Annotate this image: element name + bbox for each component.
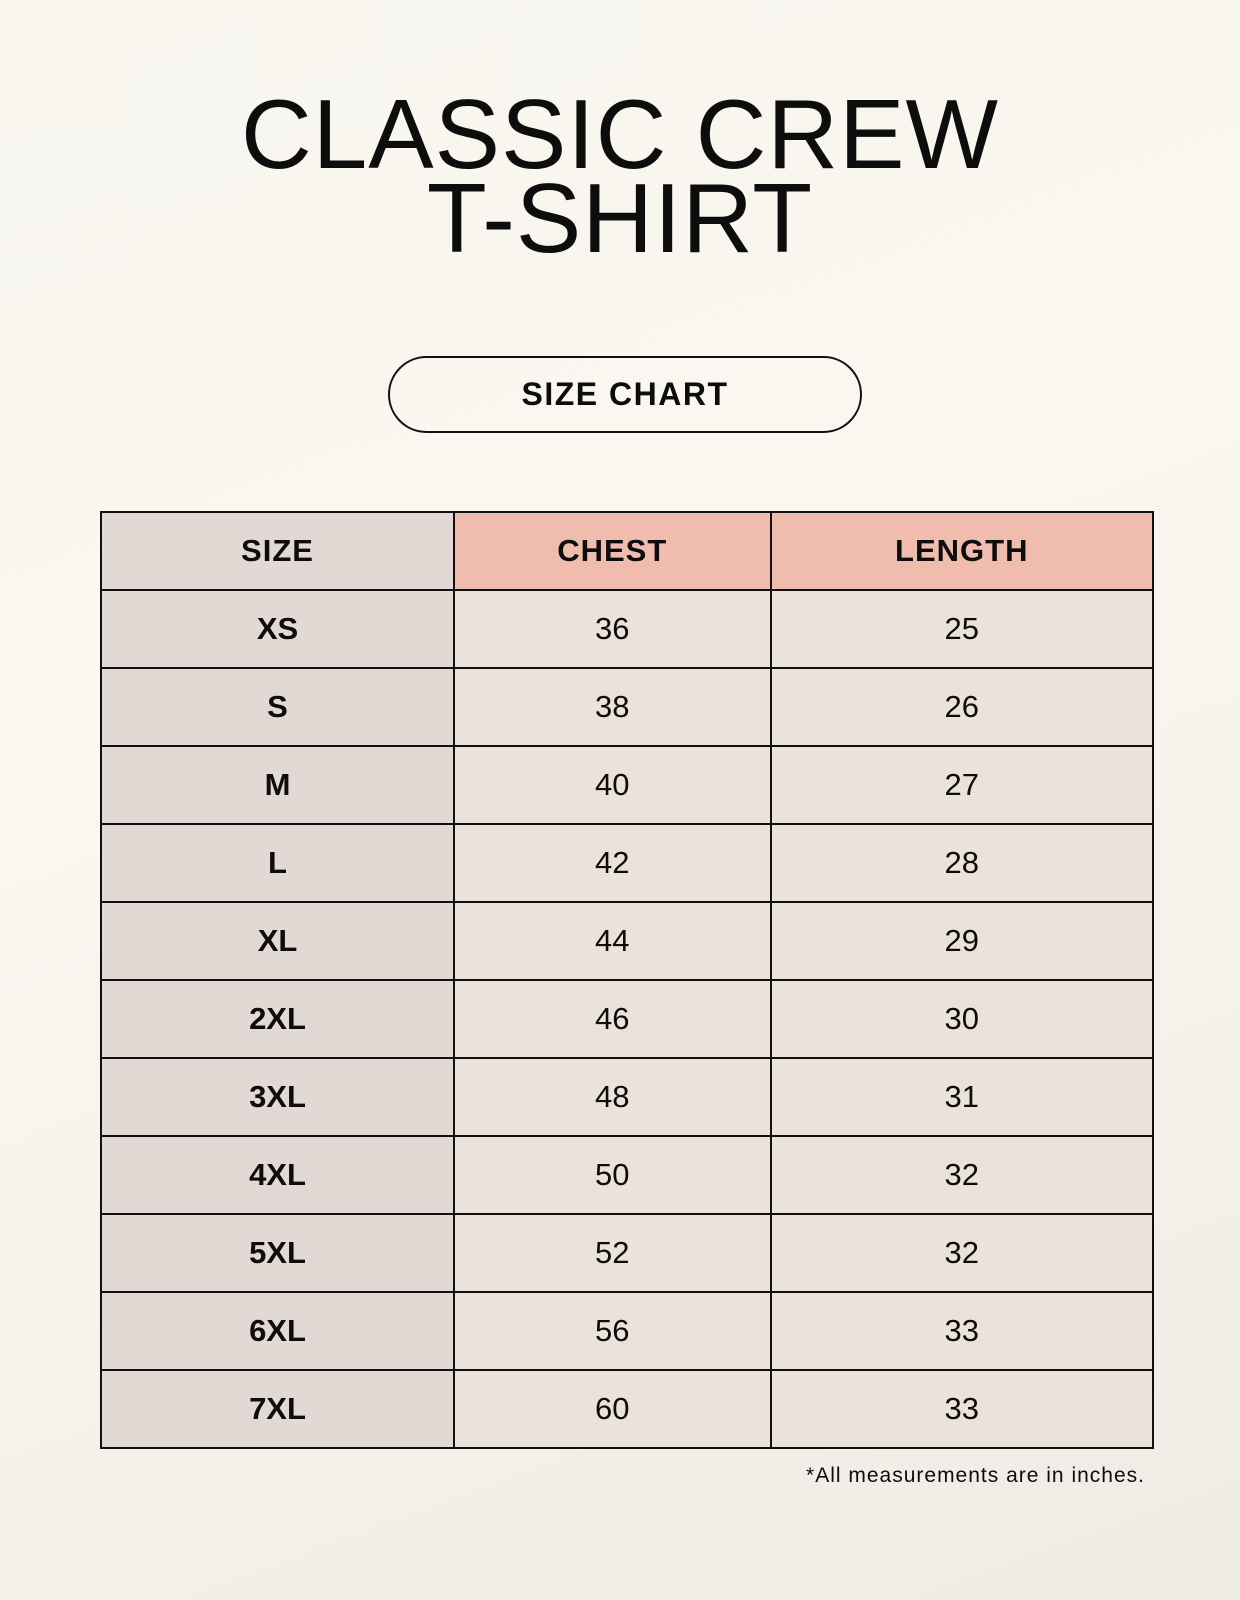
table-row: XS 36 25 [100, 589, 1155, 669]
table-row: 2XL 46 30 [100, 979, 1155, 1059]
cell-size: 2XL [100, 979, 455, 1059]
cell-size: 4XL [100, 1135, 455, 1215]
cell-chest: 56 [453, 1291, 772, 1371]
table-row: S 38 26 [100, 667, 1155, 747]
cell-chest: 38 [453, 667, 772, 747]
cell-chest: 44 [453, 901, 772, 981]
cell-length: 29 [769, 901, 1155, 981]
cell-length: 27 [769, 745, 1155, 825]
cell-chest: 48 [453, 1057, 772, 1137]
cell-length: 30 [769, 979, 1155, 1059]
cell-size: 3XL [100, 1057, 455, 1137]
cell-chest: 40 [453, 745, 772, 825]
footnote: *All measurements are in inches. [806, 1464, 1145, 1487]
cell-size: 6XL [100, 1291, 455, 1371]
cell-length: 28 [769, 823, 1155, 903]
title-line-2: T-SHIRT [426, 163, 814, 273]
table-row: XL 44 29 [100, 901, 1155, 981]
cell-size: 7XL [100, 1369, 455, 1449]
cell-size: XS [100, 589, 455, 669]
cell-size: L [100, 823, 455, 903]
table-row: 6XL 56 33 [100, 1291, 1155, 1371]
cell-length: 33 [769, 1291, 1155, 1371]
table-row: 5XL 52 32 [100, 1213, 1155, 1293]
table-row: 7XL 60 33 [100, 1369, 1155, 1449]
cell-size: M [100, 745, 455, 825]
size-chart-badge: SIZE CHART [388, 356, 862, 433]
cell-length: 31 [769, 1057, 1155, 1137]
cell-length: 32 [769, 1213, 1155, 1293]
header-size: SIZE [100, 511, 455, 591]
cell-chest: 52 [453, 1213, 772, 1293]
cell-chest: 50 [453, 1135, 772, 1215]
cell-length: 33 [769, 1369, 1155, 1449]
cell-size: XL [100, 901, 455, 981]
page-title: CLASSIC CREW T-SHIRT [0, 79, 1240, 273]
cell-chest: 42 [453, 823, 772, 903]
header-length: LENGTH [769, 511, 1155, 591]
title-line-1: CLASSIC CREW [240, 79, 999, 189]
table-row: L 42 28 [100, 823, 1155, 903]
cell-size: S [100, 667, 455, 747]
cell-chest: 60 [453, 1369, 772, 1449]
cell-size: 5XL [100, 1213, 455, 1293]
table-row: 3XL 48 31 [100, 1057, 1155, 1137]
cell-chest: 36 [453, 589, 772, 669]
cell-length: 25 [769, 589, 1155, 669]
cell-length: 32 [769, 1135, 1155, 1215]
table-header-row: SIZE CHEST LENGTH [100, 511, 1155, 591]
cell-length: 26 [769, 667, 1155, 747]
table-row: M 40 27 [100, 745, 1155, 825]
size-table: SIZE CHEST LENGTH XS 36 25 S 38 26 M 40 27 L 42 28 X… [100, 511, 1155, 1449]
cell-chest: 46 [453, 979, 772, 1059]
header-chest: CHEST [453, 511, 772, 591]
table-row: 4XL 50 32 [100, 1135, 1155, 1215]
